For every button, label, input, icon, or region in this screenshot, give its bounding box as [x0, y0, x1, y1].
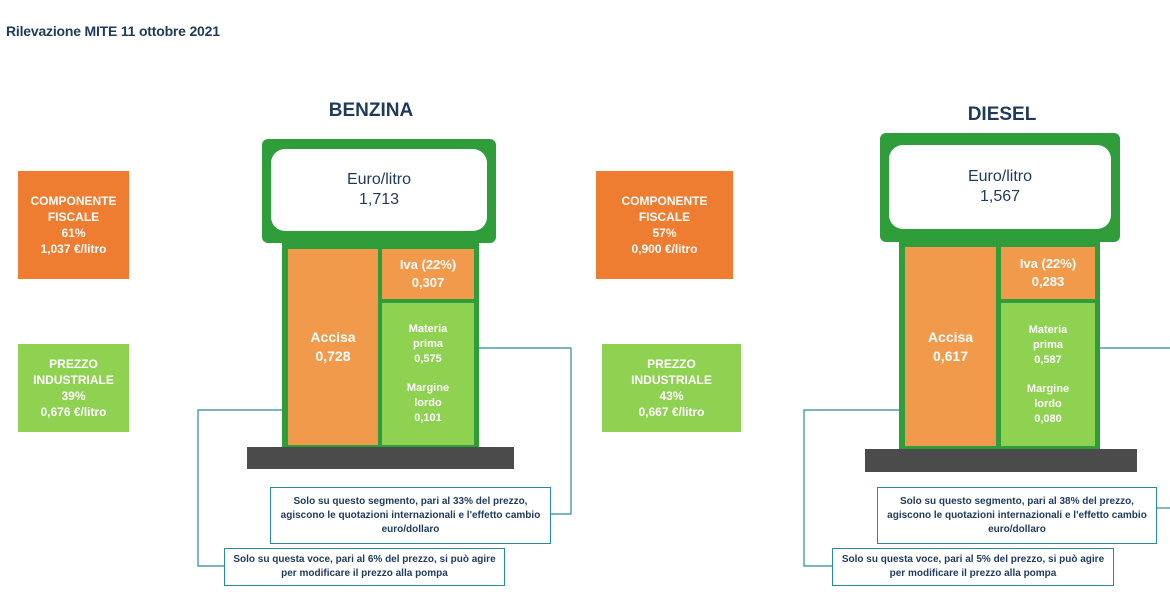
diesel-pump-base [865, 449, 1137, 472]
diesel-accisa-label: Accisa [927, 328, 974, 345]
benzina-note1-line2: agiscono le quotazioni internazionali e … [280, 509, 541, 521]
diesel-price-value: 1,567 [979, 188, 1021, 205]
benzina-iva-segment: Iva (22%) 0,307 [382, 249, 474, 299]
diesel-note1-line3: euro/dollaro [988, 523, 1046, 535]
benzina-industrial-label1: PREZZO [49, 357, 98, 371]
diesel-materia-value: 0,587 [1034, 353, 1062, 366]
diesel-fiscal-pct: 57% [652, 226, 677, 240]
diesel-materia-label2: prima [1033, 338, 1063, 351]
benzina-materia-value: 0,575 [414, 353, 442, 365]
diesel-title: DIESEL [967, 104, 1037, 125]
diesel-note1-line1: Solo su questo segmento, pari al 38% del… [900, 495, 1134, 507]
diesel-industrial-value: 0,667 €/litro [638, 405, 705, 419]
benzina-accisa-value: 0,728 [315, 348, 351, 364]
benzina-iva-label: Iva (22%) [399, 257, 457, 272]
benzina-note2-line1: Solo su questa voce, pari al 6% del prez… [233, 554, 496, 565]
benzina-materia-label1: Materia [408, 323, 448, 335]
diesel-margine-value: 0,080 [1034, 412, 1062, 425]
benzina-industrial-pct: 39% [61, 389, 86, 403]
diesel-materia-label1: Materia [1028, 323, 1068, 336]
benzina-materia-connector [455, 347, 572, 515]
benzina-accisa-label: Accisa [310, 329, 356, 345]
diesel-pump-top: Euro/litro 1,567 [880, 133, 1120, 242]
benzina-fiscal-pct: 61% [61, 226, 86, 240]
diesel-fiscal-value: 0,900 €/litro [631, 242, 698, 256]
diesel-industrial-pct: 43% [659, 389, 684, 403]
benzina-note2-line2: per modificare il prezzo alla pompa [281, 568, 448, 579]
diesel-note-margine: Solo su questa voce, pari al 5% del prez… [832, 548, 1114, 586]
benzina-pump-top: Euro/litro 1,713 [262, 139, 496, 243]
benzina-title: BENZINA [328, 100, 414, 121]
diesel-note2-line2: per modificare il prezzo alla pompa [889, 568, 1057, 579]
benzina-industrial-value: 0,676 €/litro [40, 405, 107, 419]
benzina-pump-base [247, 447, 514, 469]
benzina-price-value: 1,713 [358, 191, 400, 208]
benzina-iva-value: 0,307 [411, 275, 445, 290]
benzina-note1-line1: Solo su questo segmento, pari al 33% del… [293, 495, 528, 507]
diesel-iva-value: 0,283 [1031, 274, 1065, 289]
benzina-industrial-segment: Materia prima 0,575 Margine lordo 0,101 [382, 303, 474, 445]
benzina-fiscal-label2: FISCALE [47, 210, 100, 224]
diesel-fiscal-box: COMPONENTE FISCALE 57% 0,900 €/litro [596, 171, 733, 279]
benzina-price-unit: Euro/litro [346, 171, 412, 188]
benzina-pump-body: Accisa 0,728 Iva (22%) 0,307 Materia pri… [282, 243, 479, 448]
page-title: Rilevazione MITE 11 ottobre 2021 [6, 23, 220, 39]
diesel-accisa-value: 0,617 [932, 347, 969, 364]
benzina-fiscal-box: COMPONENTE FISCALE 61% 1,037 €/litro [18, 171, 129, 279]
diesel-price-unit: Euro/litro [967, 168, 1033, 185]
benzina-price-screen: Euro/litro 1,713 [271, 149, 487, 231]
diesel-pump-body: Accisa 0,617 Iva (22%) 0,283 Materia pri… [899, 242, 1100, 450]
diesel-price-screen: Euro/litro 1,567 [889, 145, 1111, 229]
diesel-margine-label1: Margine [1026, 382, 1070, 395]
benzina-industrial-label2: INDUSTRIALE [33, 373, 114, 387]
benzina-note-materia: Solo su questo segmento, pari al 33% del… [270, 487, 551, 544]
benzina-fiscal-value: 1,037 €/litro [40, 242, 107, 256]
benzina-note1-line3: euro/dollaro [381, 523, 440, 535]
diesel-industrial-box: PREZZO INDUSTRIALE 43% 0,667 €/litro [602, 344, 741, 432]
diesel-margine-label2: lordo [1034, 397, 1062, 410]
diesel-industrial-segment: Materia prima 0,587 Margine lordo 0,080 [1001, 303, 1095, 446]
diesel-fiscal-label2: FISCALE [638, 210, 691, 224]
diesel-fiscal-label1: COMPONENTE [621, 194, 708, 208]
diesel-iva-label: Iva (22%) [1019, 256, 1077, 271]
diesel-accisa-segment: Accisa 0,617 [905, 247, 996, 446]
diesel-iva-segment: Iva (22%) 0,283 [1001, 247, 1095, 299]
diesel-industrial-label1: PREZZO [647, 357, 696, 371]
benzina-industrial-box: PREZZO INDUSTRIALE 39% 0,676 €/litro [18, 344, 129, 432]
benzina-margine-label1: Margine [406, 382, 450, 394]
diesel-note-materia: Solo su questo segmento, pari al 38% del… [877, 487, 1157, 544]
benzina-note-margine: Solo su questa voce, pari al 6% del prez… [224, 548, 505, 586]
benzina-margine-value: 0,101 [414, 412, 442, 424]
diesel-industrial-label2: INDUSTRIALE [631, 373, 712, 387]
benzina-materia-label2: prima [413, 338, 443, 350]
benzina-margine-label2: lordo [414, 397, 442, 409]
diesel-note2-line1: Solo su questa voce, pari al 5% del prez… [841, 554, 1105, 565]
benzina-fiscal-label1: COMPONENTE [30, 194, 117, 208]
benzina-accisa-segment: Accisa 0,728 [288, 249, 378, 445]
diesel-note1-line2: agiscono le quotazioni internazionali e … [887, 509, 1147, 521]
